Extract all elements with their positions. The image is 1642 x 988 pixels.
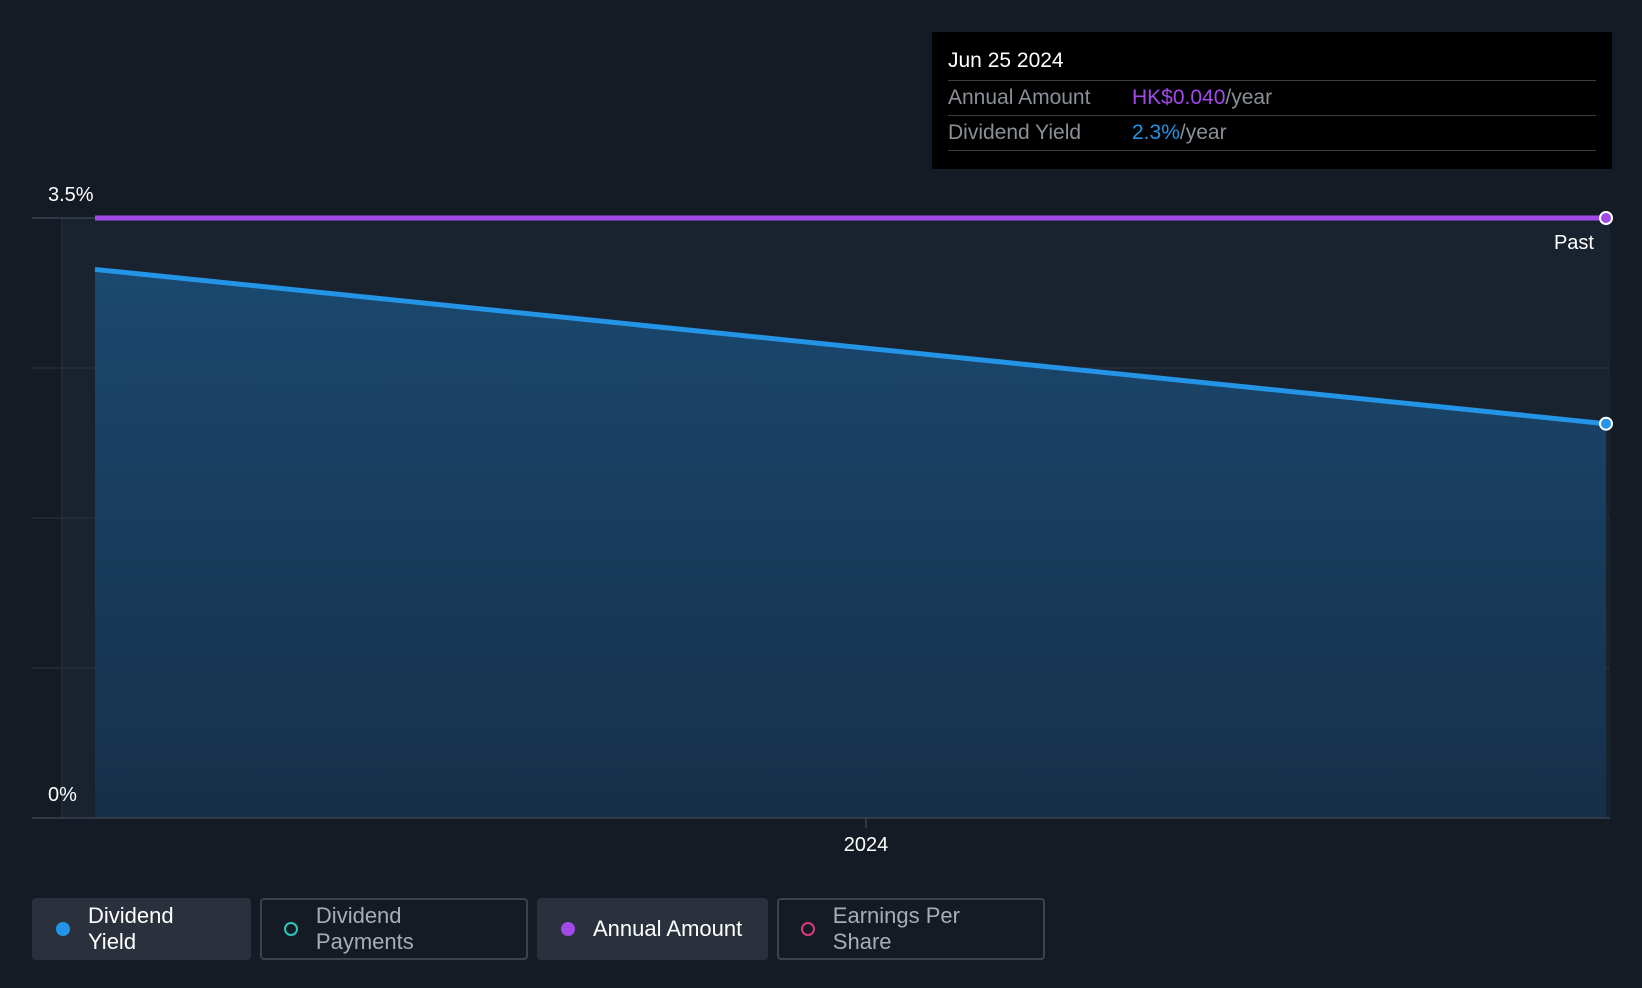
legend-dividend-yield[interactable]: Dividend Yield	[32, 898, 251, 960]
legend-ring-icon	[801, 922, 815, 936]
legend-dividend-payments[interactable]: Dividend Payments	[260, 898, 528, 960]
legend-earnings-per-share[interactable]: Earnings Per Share	[777, 898, 1045, 960]
x-tick-label-2024: 2024	[844, 834, 889, 856]
legend-earnings-per-share-label: Earnings Per Share	[832, 903, 960, 954]
legend-ring-icon	[284, 922, 298, 936]
tooltip-annual-amount-label: Annual Amount	[948, 86, 1091, 109]
tooltip-annual-amount-value: HK$0.040	[1132, 86, 1226, 109]
tooltip-dividend-yield-unit: /year	[1179, 121, 1227, 144]
legend-annual-amount[interactable]: Annual Amount	[537, 898, 768, 960]
chart-tooltip: Jun 25 2024 Annual Amount HK$0.040/year …	[932, 32, 1612, 169]
y-tick-label-bottom: 0%	[48, 784, 77, 806]
tooltip-annual-amount-unit: /year	[1225, 86, 1273, 109]
dividend-yield-line	[94, 266, 1607, 427]
legend-dividend-yield-label: Dividend Yield	[87, 903, 174, 954]
y-tick-label-top: 3.5%	[48, 184, 94, 206]
tooltip-date: Jun 25 2024	[948, 46, 1596, 81]
tooltip-annual-amount-row: Annual Amount HK$0.040/year	[948, 81, 1596, 116]
chart-legend: Dividend Yield Dividend Payments Annual …	[32, 898, 1054, 960]
tooltip-dividend-yield-row: Dividend Yield 2.3%/year	[948, 116, 1596, 151]
annual-amount-end-point[interactable]	[1599, 211, 1613, 225]
legend-dot-icon	[561, 922, 575, 936]
past-region-label: Past	[1554, 232, 1594, 254]
dividend-yield-area	[95, 269, 1606, 818]
legend-dividend-payments-label: Dividend Payments	[315, 903, 414, 954]
dividend-yield-end-point[interactable]	[1599, 416, 1613, 431]
tooltip-dividend-yield-label: Dividend Yield	[948, 121, 1082, 144]
legend-dot-icon	[56, 922, 70, 936]
tooltip-dividend-yield-value: 2.3%	[1132, 121, 1180, 144]
legend-annual-amount-label: Annual Amount	[593, 916, 743, 941]
